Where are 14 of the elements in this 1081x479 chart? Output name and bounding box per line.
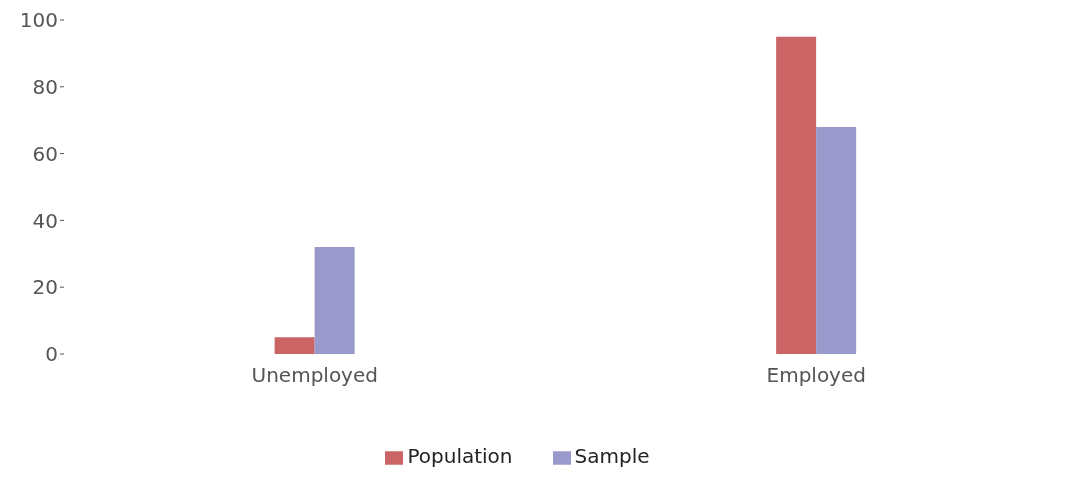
- x-tick-label: Unemployed: [251, 363, 378, 388]
- bar: [816, 126, 857, 354]
- legend-label: Population: [407, 444, 513, 468]
- bar: [274, 337, 315, 354]
- legend-label: Sample: [574, 444, 650, 468]
- y-tick-label: 20: [32, 275, 58, 300]
- y-tick-label: 60: [32, 141, 58, 166]
- y-tick-label: 80: [32, 74, 58, 99]
- y-tick-label: 100: [19, 8, 58, 33]
- y-tick-label: 40: [32, 208, 58, 233]
- y-tick-label: 0: [45, 342, 58, 367]
- bar: [776, 36, 817, 354]
- bar: [314, 247, 355, 354]
- x-tick-label: Employed: [766, 363, 866, 388]
